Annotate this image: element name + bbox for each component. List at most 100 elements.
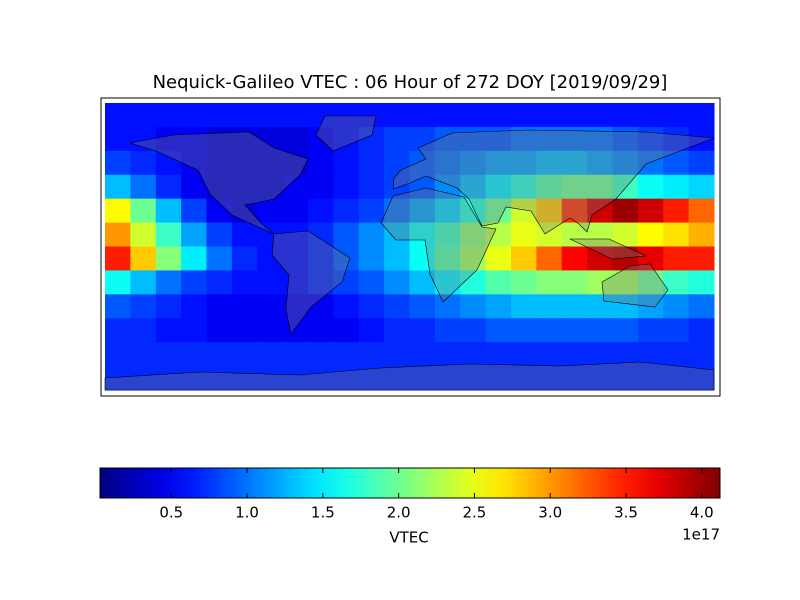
heat-cell — [511, 318, 537, 343]
heat-cell — [384, 366, 410, 391]
heat-cell — [257, 150, 284, 176]
heat-cell — [460, 126, 487, 152]
heat-cell — [333, 294, 360, 319]
heat-cell — [358, 174, 385, 200]
heat-cell — [612, 270, 639, 295]
heat-cell — [358, 222, 385, 247]
heat-cell — [637, 222, 664, 247]
heat-cell — [511, 126, 537, 152]
heat-cell — [333, 222, 360, 247]
heat-cell — [637, 270, 664, 295]
south-america — [271, 230, 351, 335]
heat-cell — [536, 150, 563, 176]
heat-cell — [688, 103, 715, 128]
heat-cell — [587, 270, 613, 295]
heat-cell — [231, 342, 258, 367]
heat-cell — [155, 342, 182, 367]
heat-cell — [257, 174, 284, 200]
heat-cell — [511, 342, 537, 367]
heat-cell — [637, 150, 664, 176]
heat-cell — [308, 126, 334, 152]
heat-cell — [105, 222, 131, 247]
heat-cell — [561, 318, 588, 343]
heat-cell — [587, 174, 613, 200]
heat-cell — [358, 126, 385, 152]
heat-cell — [536, 294, 563, 319]
heat-cell — [612, 318, 639, 343]
colorbar — [99, 467, 721, 499]
heat-cell — [206, 246, 233, 271]
north-america — [129, 131, 309, 235]
heat-cell — [688, 222, 715, 247]
heat-cell — [257, 103, 284, 128]
heat-cell — [257, 366, 284, 391]
heat-cell — [688, 294, 715, 319]
heat-cell — [257, 294, 284, 319]
heat-cell — [688, 150, 715, 176]
heat-cell — [663, 318, 690, 343]
heat-cell — [485, 150, 512, 176]
heat-cell — [358, 150, 385, 176]
heat-cell — [587, 342, 613, 367]
heat-cell — [663, 246, 690, 271]
heat-cell — [536, 198, 563, 224]
heat-cell — [409, 294, 436, 319]
heat-cell — [308, 366, 334, 391]
heat-cell — [384, 198, 410, 224]
heat-cell — [105, 342, 131, 367]
heat-cell — [155, 294, 182, 319]
heat-cell — [333, 126, 360, 152]
heat-cell — [561, 150, 588, 176]
heat-cell — [511, 270, 537, 295]
heat-cell — [181, 126, 207, 152]
heat-cell — [155, 222, 182, 247]
heat-cell — [206, 222, 233, 247]
heat-cell — [130, 222, 157, 247]
heat-cell — [105, 126, 131, 152]
heat-cell — [688, 246, 715, 271]
heat-cell — [637, 174, 664, 200]
colorbar-tick-label: 3.5 — [614, 504, 638, 522]
heat-cell — [282, 222, 309, 247]
heat-cell — [434, 318, 461, 343]
colorbar-tick-label: 2.0 — [387, 504, 411, 522]
heat-cell — [384, 246, 410, 271]
heat-cell — [612, 174, 639, 200]
heat-cell — [130, 342, 157, 367]
heat-cell — [561, 342, 588, 367]
heat-cell — [536, 246, 563, 271]
heat-cell — [485, 222, 512, 247]
heat-cell — [308, 103, 334, 128]
heat-cell — [460, 270, 487, 295]
heat-cell — [181, 342, 207, 367]
heat-cell — [231, 222, 258, 247]
heat-cell — [511, 294, 537, 319]
heat-cell — [231, 366, 258, 391]
heat-cell — [663, 174, 690, 200]
heat-cell — [282, 270, 309, 295]
heat-cell — [130, 174, 157, 200]
heat-cell — [587, 366, 613, 391]
heat-cell — [308, 150, 334, 176]
heat-cell — [434, 222, 461, 247]
heat-cell — [587, 318, 613, 343]
greenland — [315, 115, 377, 152]
heat-cell — [231, 174, 258, 200]
heat-cell — [434, 126, 461, 152]
heat-cell — [181, 103, 207, 128]
heat-cell — [561, 294, 588, 319]
heat-cell — [409, 174, 436, 200]
heat-cell — [257, 198, 284, 224]
heat-cell — [231, 150, 258, 176]
heat-cell — [105, 318, 131, 343]
heat-cell — [688, 126, 715, 152]
heat-cell — [358, 198, 385, 224]
heat-cell — [460, 103, 487, 128]
colorbar-tick-label: 0.5 — [159, 504, 183, 522]
heat-cell — [688, 318, 715, 343]
heat-cell — [663, 294, 690, 319]
heat-cell — [612, 366, 639, 391]
colorbar-tick-label: 1.5 — [311, 504, 335, 522]
heat-cell — [485, 174, 512, 200]
